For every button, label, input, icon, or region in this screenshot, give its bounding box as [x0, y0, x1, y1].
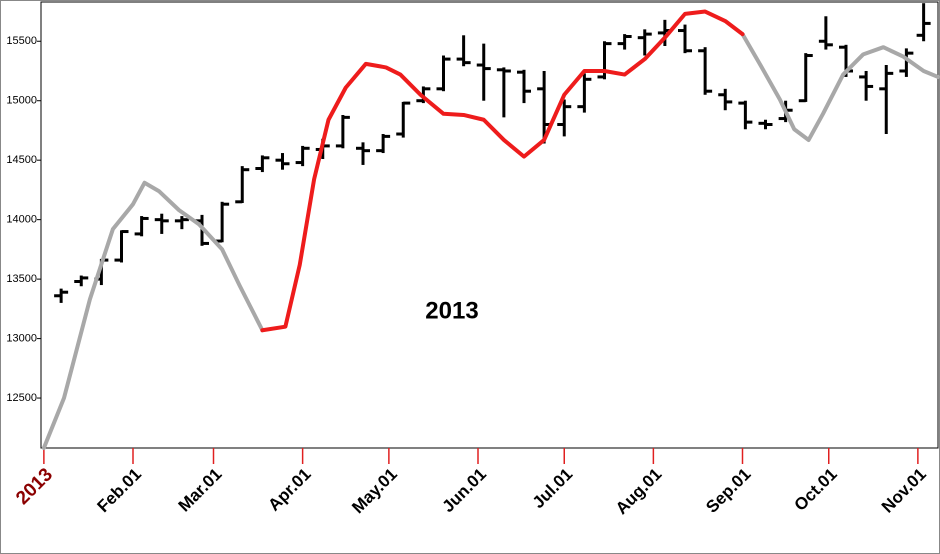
- y-tick-label: 13500: [6, 273, 37, 285]
- y-tick-label: 15500: [6, 35, 37, 47]
- plot-area: [40, 1, 939, 449]
- annotation: 2013: [425, 297, 478, 324]
- cycle-line: [41, 32, 940, 450]
- cycle-line: [260, 9, 745, 333]
- y-tick-label: 13000: [6, 332, 37, 344]
- y-tick-label: 15000: [6, 95, 37, 107]
- y-tick-label: 14000: [6, 214, 37, 226]
- y-tick-label: 12500: [6, 392, 37, 404]
- y-tick-label: 14500: [6, 154, 37, 166]
